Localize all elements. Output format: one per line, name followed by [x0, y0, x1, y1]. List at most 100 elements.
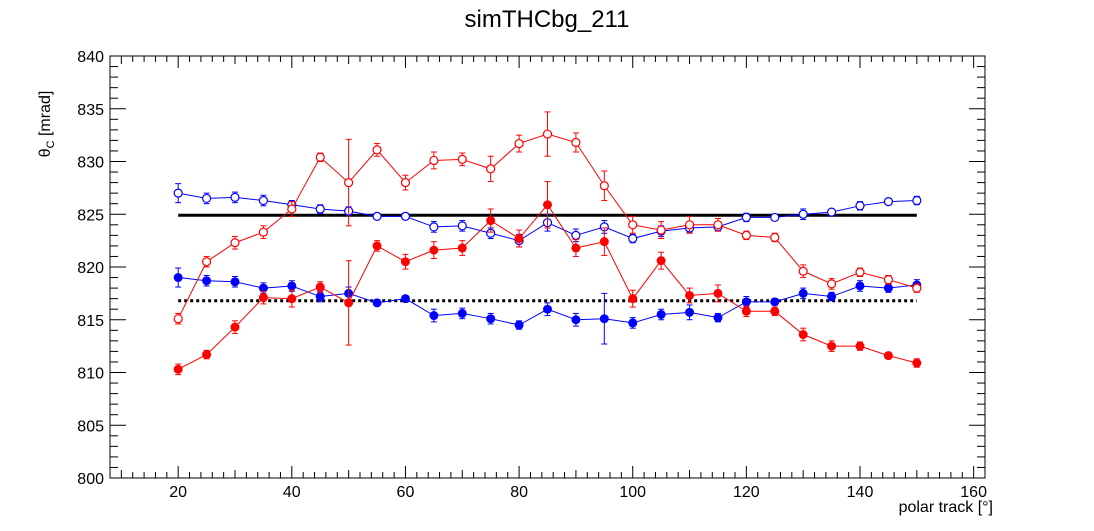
data-point — [912, 358, 922, 368]
data-point — [429, 222, 439, 232]
data-point — [457, 308, 467, 318]
data-point — [372, 211, 382, 221]
data-point — [685, 290, 695, 300]
data-point — [912, 195, 922, 206]
data-point — [486, 216, 496, 226]
data-point — [315, 152, 325, 162]
data-point — [543, 200, 552, 210]
data-point — [713, 288, 723, 298]
data-point — [713, 313, 723, 323]
data-point — [883, 351, 893, 361]
series-2 — [173, 267, 922, 345]
data-point — [798, 266, 808, 276]
data-point — [628, 233, 638, 244]
x-tick-label: 160 — [960, 484, 987, 501]
data-point — [400, 257, 410, 267]
data-point — [201, 257, 212, 267]
data-point — [571, 315, 581, 325]
data-point — [542, 129, 553, 139]
data-point — [287, 294, 297, 304]
data-point — [514, 320, 524, 330]
data-point — [770, 306, 780, 316]
data-point — [883, 275, 894, 285]
data-point — [741, 230, 751, 240]
data-point — [827, 292, 837, 302]
data-point — [656, 256, 666, 266]
x-axis-title: polar track [°] — [899, 499, 993, 516]
y-axis-title-subscript: C — [45, 140, 57, 148]
data-point — [287, 281, 297, 291]
x-tick-label: 40 — [283, 484, 301, 501]
y-tick-label: 810 — [77, 366, 104, 383]
data-point — [599, 181, 609, 191]
data-point — [713, 220, 723, 230]
data-point — [202, 276, 212, 286]
data-point — [258, 195, 269, 206]
x-tick-label: 140 — [847, 484, 874, 501]
data-point — [656, 309, 666, 319]
data-point — [684, 220, 695, 230]
data-point — [855, 267, 865, 277]
data-point — [770, 297, 780, 307]
data-point — [202, 350, 212, 360]
data-point — [372, 145, 382, 155]
y-tick-label: 820 — [77, 260, 104, 277]
data-point — [855, 341, 865, 351]
data-point — [486, 164, 496, 174]
data-point — [741, 297, 751, 307]
data-point — [571, 230, 581, 240]
data-point — [429, 311, 439, 321]
data-point — [400, 178, 411, 188]
data-point — [173, 273, 183, 283]
data-point — [315, 282, 325, 292]
data-point — [173, 188, 183, 198]
data-point — [201, 193, 212, 204]
data-point — [400, 211, 411, 221]
data-point — [457, 243, 467, 253]
y-axis-title-unit: [mrad] — [37, 91, 54, 141]
data-point — [486, 314, 496, 324]
data-point — [230, 238, 240, 248]
data-point — [173, 364, 183, 374]
data-point — [457, 221, 467, 231]
data-point — [855, 201, 865, 211]
data-point — [798, 209, 808, 219]
data-point — [571, 243, 581, 253]
data-point — [685, 307, 695, 317]
data-point — [344, 178, 354, 188]
data-point — [599, 314, 609, 324]
y-tick-label: 825 — [77, 207, 104, 224]
data-point — [770, 232, 780, 243]
data-point — [599, 237, 609, 247]
data-point — [514, 234, 524, 244]
x-tick-label: 20 — [169, 484, 187, 501]
y-tick-label: 800 — [77, 471, 104, 488]
data-point — [826, 207, 837, 217]
data-point — [656, 225, 666, 235]
data-point — [258, 227, 269, 237]
data-point — [372, 298, 382, 308]
data-point — [344, 298, 354, 308]
data-point — [741, 306, 751, 316]
series-4 — [173, 181, 922, 376]
data-point — [827, 341, 837, 351]
data-point — [741, 212, 751, 223]
data-point — [855, 281, 865, 291]
data-point — [628, 220, 638, 230]
series-layer — [173, 111, 922, 376]
data-point — [429, 245, 439, 255]
data-point — [883, 283, 893, 293]
data-point — [315, 204, 325, 214]
chart-title: simTHCbg_211 — [465, 6, 630, 33]
series-3 — [173, 111, 922, 325]
data-point — [400, 294, 410, 304]
data-point — [258, 293, 268, 303]
data-point — [429, 155, 439, 166]
x-tick-label: 80 — [510, 484, 528, 501]
y-tick-label: 830 — [77, 155, 104, 172]
data-point — [514, 138, 524, 149]
y-axis-title-symbol: θ — [37, 148, 54, 157]
data-point — [287, 204, 297, 214]
